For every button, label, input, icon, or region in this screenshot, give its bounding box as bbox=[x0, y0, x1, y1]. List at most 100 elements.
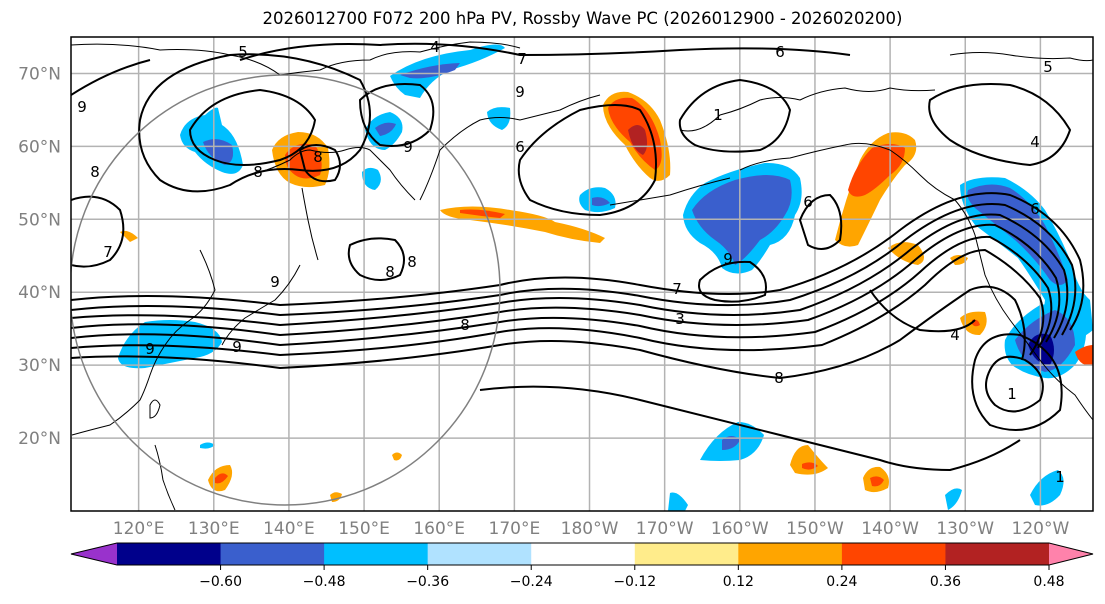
colorbar-segment bbox=[427, 543, 532, 565]
x-tick-labels: 120°E 130°E 140°E 150°E 160°E 170°E 180°W 170°W… bbox=[113, 519, 1070, 539]
contour-label: 6 bbox=[775, 43, 785, 61]
pos-anomaly-bering-core bbox=[628, 125, 648, 155]
colorbar-segment bbox=[738, 543, 843, 565]
neg-anomaly-small-sw bbox=[200, 442, 215, 449]
contour-label: 8 bbox=[253, 163, 263, 181]
x-tick-label: 120°W bbox=[1012, 519, 1070, 539]
y-tick-label: 60°N bbox=[18, 137, 61, 157]
pos-anomaly-small-4 bbox=[392, 452, 402, 461]
pv-contour-west-loop bbox=[71, 195, 125, 268]
chart-title: 2026012700 F072 200 hPa PV, Rossby Wave … bbox=[262, 9, 903, 28]
coastline-philippines bbox=[154, 444, 176, 511]
neg-anomaly-small-south2 bbox=[945, 488, 962, 510]
coastline-taiwan bbox=[149, 399, 161, 419]
contour-label: 9 bbox=[723, 250, 733, 268]
contour-label: 9 bbox=[270, 273, 280, 291]
x-tick-label: 160°W bbox=[711, 519, 769, 539]
coastline-bc-pnw bbox=[954, 199, 1093, 421]
x-tick-label: 120°E bbox=[113, 519, 165, 539]
contour-label: 8 bbox=[385, 263, 395, 281]
contour-label: 6 bbox=[803, 193, 813, 211]
contour-label: 7 bbox=[517, 50, 527, 68]
coastline-alaska-south bbox=[739, 142, 956, 201]
colorbar-segment bbox=[841, 543, 946, 565]
y-tick-label: 30°N bbox=[18, 356, 61, 376]
neg-anomaly-small-south bbox=[668, 492, 688, 511]
colorbar-segment bbox=[220, 543, 325, 565]
coastline-aleutians bbox=[609, 177, 731, 206]
pos-anomaly-hawaii-1-core bbox=[802, 462, 818, 470]
y-tick-label: 70°N bbox=[18, 64, 61, 84]
neg-anomaly-baja bbox=[1030, 470, 1064, 506]
coastline-sakhalin bbox=[301, 187, 319, 261]
contour-label: 9 bbox=[145, 340, 155, 358]
contour-label: 8 bbox=[313, 148, 323, 166]
x-tick-label: 170°E bbox=[489, 519, 541, 539]
pv-contour-gulf-loop-2 bbox=[698, 260, 767, 303]
y-tick-label: 20°N bbox=[18, 429, 61, 449]
neg-anomaly-okhotsk-south bbox=[362, 167, 381, 190]
x-tick-label: 140°W bbox=[861, 519, 919, 539]
pv-contour-jet-6 bbox=[71, 248, 1045, 357]
y-tick-labels: 20°N 30°N 40°N 50°N 60°N 70°N bbox=[18, 64, 61, 449]
contour-label: 9 bbox=[77, 98, 87, 116]
x-tick-label: 150°W bbox=[786, 519, 844, 539]
pos-anomaly-hawaii-2-core bbox=[870, 476, 884, 487]
neg-anomaly-chukotka bbox=[487, 107, 511, 130]
x-tick-label: 140°E bbox=[263, 519, 315, 539]
contour-label: 8 bbox=[774, 369, 784, 387]
colorbar-segment bbox=[324, 543, 429, 565]
colorbar: −0.60 −0.48 −0.36 −0.24 −0.12 0.12 0.24 0.36 0.4… bbox=[70, 542, 1094, 590]
contour-label: 8 bbox=[407, 253, 417, 271]
colorbar-tick-label: −0.12 bbox=[613, 574, 656, 590]
pos-anomaly-hawaii-1 bbox=[790, 445, 828, 475]
pv-contour-gulf-loop bbox=[798, 193, 843, 250]
pv-contour-jet-4 bbox=[71, 223, 1061, 343]
pv-contour-japan-low bbox=[347, 237, 405, 281]
x-tick-label: 180°W bbox=[561, 519, 619, 539]
neg-anomaly-arctic-core bbox=[400, 63, 460, 79]
pos-anomaly-kuril-streak-core bbox=[460, 209, 505, 218]
pv-contour-bering-trough bbox=[517, 104, 657, 217]
pv-contour-siberia-loop bbox=[138, 53, 371, 193]
contour-label: 9 bbox=[403, 138, 413, 156]
pv-contour-arctic-1 bbox=[239, 42, 851, 61]
pv-contour-layer bbox=[71, 42, 1085, 472]
coastline-kamchatka bbox=[419, 94, 601, 201]
colorbar-tick-label: 0.24 bbox=[826, 574, 857, 590]
contour-label: 4 bbox=[950, 326, 960, 344]
x-tick-label: 170°W bbox=[636, 519, 694, 539]
x-tick-label: 130°W bbox=[936, 519, 994, 539]
x-tick-label: 130°E bbox=[188, 519, 240, 539]
coastline-japan bbox=[221, 264, 301, 346]
contour-label: 4 bbox=[430, 38, 440, 56]
colorbar-tick-label: −0.24 bbox=[510, 574, 553, 590]
pv-contour-jet-2 bbox=[71, 203, 1077, 336]
pv-contour-jet-3 bbox=[71, 213, 1069, 339]
colorbar-extend-min bbox=[71, 543, 117, 565]
contour-label: 5 bbox=[1043, 58, 1053, 76]
pv-contour-cutoff-low bbox=[985, 355, 1044, 413]
contour-label: 5 bbox=[238, 43, 248, 61]
contour-label: 7 bbox=[672, 280, 682, 298]
pv-contour-canada-high bbox=[928, 83, 1072, 167]
x-tick-label: 150°E bbox=[338, 519, 390, 539]
neg-anomaly-hawaii-west-core bbox=[722, 436, 740, 450]
pv-contour-okhotsk-low bbox=[298, 144, 341, 183]
colorbar-tick-label: −0.60 bbox=[199, 574, 242, 590]
neg-anomaly-aleutian-small-core bbox=[592, 197, 610, 207]
contour-label: 8 bbox=[90, 163, 100, 181]
colorbar-extend-max bbox=[1049, 543, 1093, 565]
contour-label: 1 bbox=[1055, 468, 1065, 486]
contour-label: 9 bbox=[232, 338, 242, 356]
colorbar-segment bbox=[945, 543, 1050, 565]
colorbar-tick-label: 0.36 bbox=[930, 574, 961, 590]
pv-contour-kamchatka-loop bbox=[358, 83, 435, 147]
contour-label: 7 bbox=[103, 243, 113, 261]
colorbar-tick-label: 0.48 bbox=[1033, 574, 1064, 590]
contour-label: 1 bbox=[713, 106, 723, 124]
y-tick-label: 50°N bbox=[18, 210, 61, 230]
coastline-canada-arctic bbox=[949, 52, 1093, 62]
